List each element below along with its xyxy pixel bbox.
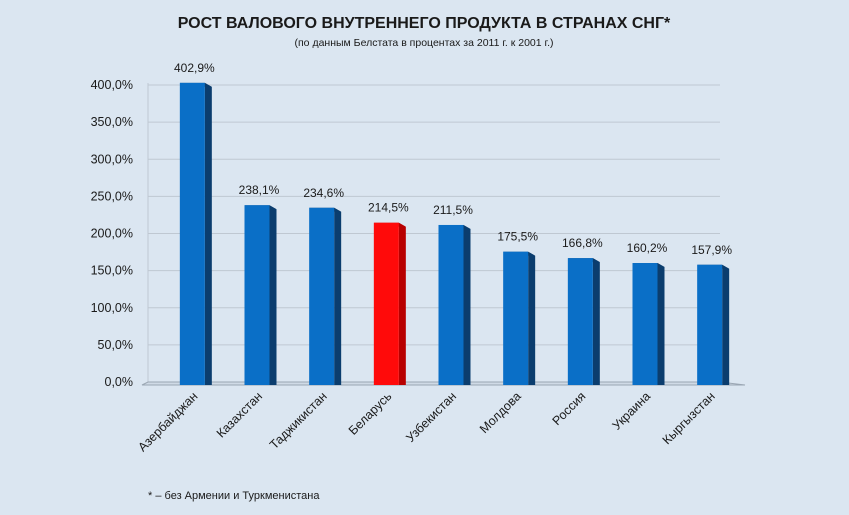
x-tick-label: Беларусь (346, 389, 395, 438)
data-label: 166,8% (562, 236, 603, 250)
bar-front-face (179, 82, 205, 386)
bar-side-face (528, 251, 536, 385)
gridlines (147, 83, 720, 382)
data-label: 402,9% (174, 61, 215, 75)
x-tick-label: Кыргызстан (660, 389, 718, 447)
bar-front-face (373, 222, 399, 385)
bar-side-face (204, 82, 212, 386)
y-axis-ticks: 0,0% 50,0% 100,0% 150,0% 200,0% 250,0% 300,0% 3… (91, 78, 133, 389)
y-tick-label: 250,0% (91, 189, 133, 203)
x-axis-labels: Азербайджан Казахстан Таджикистан Беларусь У… (135, 389, 718, 454)
bar-8 (632, 263, 665, 385)
chart-subtitle: (по данным Белстата в процентах за 2011 … (295, 37, 554, 49)
y-tick-label: 350,0% (91, 115, 133, 129)
data-label: 211,5% (433, 203, 473, 217)
bar-side-face (657, 263, 665, 385)
bar-front-face (309, 207, 335, 385)
y-tick-label: 0,0% (105, 375, 134, 389)
bar-side-face (592, 258, 600, 385)
bar-side-face (463, 224, 471, 385)
bar-side-face (398, 222, 406, 385)
data-label: 234,6% (303, 186, 344, 200)
bar-9 (697, 264, 730, 385)
bar-front-face (503, 251, 529, 385)
bar-1 (179, 82, 212, 386)
data-labels: 402,9% 238,1% 234,6% 214,5% 211,5% 175,5% 166,… (174, 61, 732, 257)
bar-front-face (438, 224, 464, 385)
y-tick-label: 300,0% (91, 152, 133, 166)
x-tick-label: Казахстан (214, 389, 265, 440)
bar-5 (438, 224, 471, 385)
bar-4 (373, 222, 406, 385)
x-tick-label: Молдова (477, 389, 524, 436)
data-label: 160,2% (627, 241, 668, 255)
bars (179, 82, 730, 386)
bar-7 (567, 258, 600, 385)
bar-side-face (722, 264, 730, 385)
bar-front-face (632, 263, 658, 385)
bar-side-face (334, 207, 342, 385)
x-tick-label: Азербайджан (135, 389, 200, 454)
data-label: 157,9% (691, 243, 732, 257)
y-tick-label: 200,0% (91, 227, 133, 241)
x-tick-label: Таджикистан (267, 389, 330, 452)
y-tick-label: 50,0% (98, 338, 133, 352)
x-tick-label: Узбекистан (403, 389, 459, 445)
x-tick-label: Украина (610, 389, 654, 433)
bar-front-face (244, 205, 270, 385)
bar-3 (309, 207, 342, 385)
bar-2 (244, 205, 277, 385)
bar-front-face (567, 258, 593, 385)
data-label: 238,1% (239, 183, 280, 197)
x-tick-label: Россия (550, 389, 589, 428)
bar-6 (503, 251, 536, 385)
chart-title: РОСТ ВАЛОВОГО ВНУТРЕННЕГО ПРОДУКТА В СТР… (178, 15, 671, 32)
y-tick-label: 400,0% (91, 78, 133, 92)
bar-front-face (697, 264, 723, 385)
footnote: * – без Армении и Туркменистана (148, 490, 320, 502)
y-tick-label: 150,0% (91, 264, 133, 278)
data-label: 214,5% (368, 201, 409, 215)
data-label: 175,5% (497, 230, 538, 244)
y-tick-label: 100,0% (91, 301, 133, 315)
bar-side-face (269, 205, 277, 385)
